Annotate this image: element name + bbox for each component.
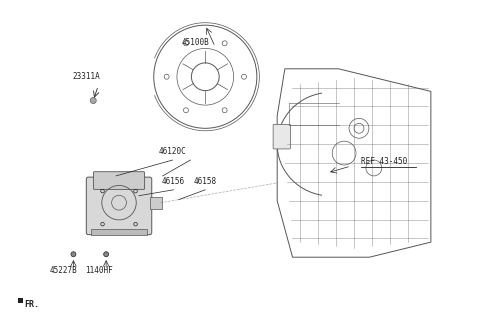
Bar (91, 229, 147, 235)
FancyBboxPatch shape (273, 124, 290, 149)
Text: 23311A: 23311A (72, 72, 100, 81)
Text: 46158: 46158 (194, 177, 217, 186)
Text: 45100B: 45100B (181, 38, 209, 47)
Circle shape (71, 252, 76, 257)
Bar (150, 197, 162, 209)
Circle shape (104, 252, 108, 257)
Text: 45227B: 45227B (49, 266, 77, 275)
Text: FR.: FR. (24, 300, 39, 309)
Text: 46156: 46156 (162, 177, 185, 186)
Text: REF 43-450: REF 43-450 (361, 157, 407, 166)
Circle shape (90, 97, 96, 104)
FancyBboxPatch shape (86, 177, 152, 235)
Bar (18, 298, 23, 303)
Text: 46120C: 46120C (159, 147, 186, 156)
Text: 1140HF: 1140HF (85, 266, 113, 275)
FancyBboxPatch shape (94, 172, 144, 189)
